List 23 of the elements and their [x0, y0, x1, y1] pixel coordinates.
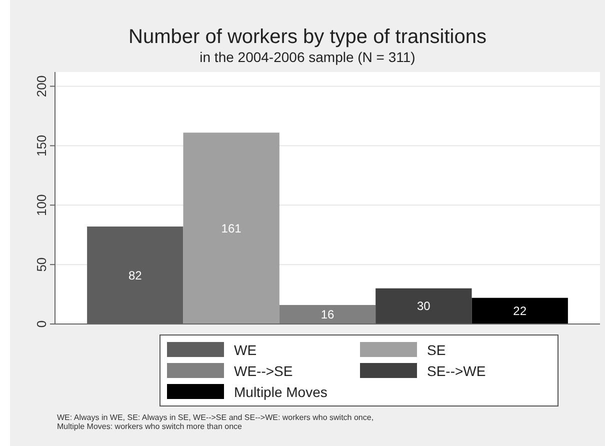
data-label: 82: [128, 268, 142, 282]
legend-label: SE: [427, 342, 446, 358]
bar: [279, 304, 376, 324]
data-label: 30: [416, 299, 431, 314]
legend-label: Multiple Moves: [234, 384, 328, 400]
text: Multiple Moves: workers who switch more than once: [57, 422, 243, 431]
legend-label: WE-->SE: [234, 363, 293, 379]
data-label: 16: [320, 307, 334, 322]
y-tick-label: 150: [34, 134, 49, 157]
y-tick-label: 50: [34, 257, 49, 272]
data-label: 161: [221, 221, 242, 236]
y-tick-label: 100: [34, 194, 49, 216]
y-tick-label: 0: [34, 320, 49, 328]
bar: [376, 288, 472, 324]
data-label: 22: [513, 304, 527, 318]
chart-subtitle: in the 2004-2006 sample (N = 311): [200, 49, 416, 65]
bar: [472, 298, 568, 324]
legend-label: SE-->WE: [427, 363, 486, 379]
bar: [183, 132, 280, 324]
text: WE: Always in WE, SE: Always in SE, WE-->SE and SE-->WE: workers who switch once,: [57, 413, 374, 422]
chart-title: Number of workers by type of transitions: [128, 26, 486, 48]
y-tick-label: 200: [34, 75, 49, 98]
legend-label: WE: [234, 342, 257, 358]
